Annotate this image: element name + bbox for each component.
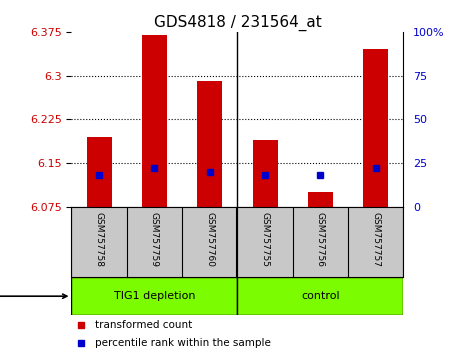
- Bar: [237, 277, 403, 315]
- Text: transformed count: transformed count: [95, 320, 192, 330]
- Bar: [363, 49, 388, 207]
- Bar: [142, 35, 167, 207]
- Text: control: control: [301, 291, 340, 301]
- Bar: [87, 137, 112, 207]
- Text: percentile rank within the sample: percentile rank within the sample: [95, 338, 271, 348]
- Bar: [197, 81, 222, 207]
- Title: GDS4818 / 231564_at: GDS4818 / 231564_at: [154, 14, 321, 30]
- Text: GSM757758: GSM757758: [95, 212, 104, 267]
- Bar: [71, 277, 237, 315]
- Bar: [253, 140, 278, 207]
- Text: genotype/variation: genotype/variation: [0, 291, 67, 301]
- Text: GSM757760: GSM757760: [205, 212, 214, 267]
- Text: GSM757759: GSM757759: [150, 212, 159, 267]
- Bar: [308, 192, 333, 207]
- Text: GSM757757: GSM757757: [371, 212, 380, 267]
- Text: GSM757755: GSM757755: [260, 212, 270, 267]
- Text: TIG1 depletion: TIG1 depletion: [114, 291, 195, 301]
- Text: GSM757756: GSM757756: [316, 212, 325, 267]
